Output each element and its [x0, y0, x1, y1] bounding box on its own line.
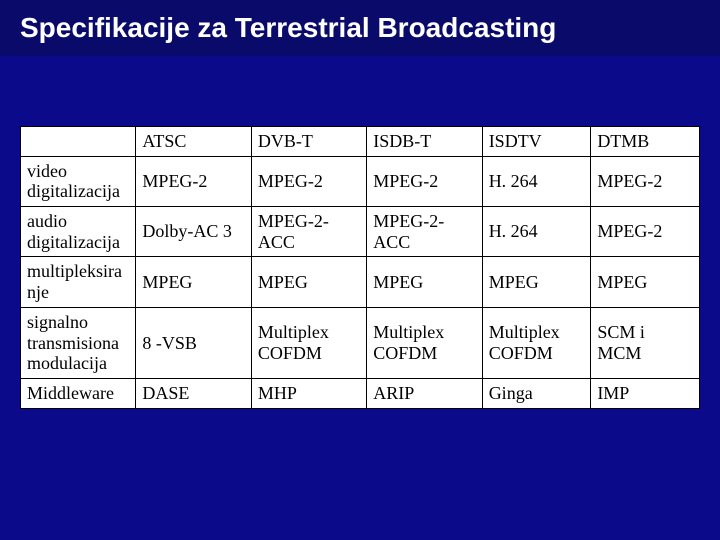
- cell: MPEG-2: [136, 156, 251, 206]
- cell: Multiplex COFDM: [251, 307, 366, 378]
- row-label: signalno transmisiona modulacija: [21, 307, 136, 378]
- table-header-row: ATSC DVB-T ISDB-T ISDTV DTMB: [21, 127, 700, 157]
- table-row: Middleware DASE MHP ARIP Ginga IMP: [21, 378, 700, 408]
- header-cell: DVB-T: [251, 127, 366, 157]
- cell: SCM i MCM: [591, 307, 700, 378]
- cell: MPEG-2-ACC: [367, 207, 482, 257]
- cell: MPEG-2: [591, 156, 700, 206]
- cell: MPEG: [136, 257, 251, 307]
- cell: MPEG: [251, 257, 366, 307]
- header-cell: ATSC: [136, 127, 251, 157]
- header-cell: ISDTV: [482, 127, 591, 157]
- table-row: signalno transmisiona modulacija 8 -VSB …: [21, 307, 700, 378]
- cell: 8 -VSB: [136, 307, 251, 378]
- cell: MPEG-2: [251, 156, 366, 206]
- cell: MPEG-2: [367, 156, 482, 206]
- header-cell: DTMB: [591, 127, 700, 157]
- cell: Ginga: [482, 378, 591, 408]
- table-row: audio digitalizacija Dolby-AC 3 MPEG-2-A…: [21, 207, 700, 257]
- table-row: multipleksiranje MPEG MPEG MPEG MPEG MPE…: [21, 257, 700, 307]
- cell: IMP: [591, 378, 700, 408]
- slide-title-text: Specifikacije za Terrestrial Broadcastin…: [20, 12, 556, 43]
- table-row: video digitalizacija MPEG-2 MPEG-2 MPEG-…: [21, 156, 700, 206]
- row-label: multipleksiranje: [21, 257, 136, 307]
- cell: MPEG-2-ACC: [251, 207, 366, 257]
- row-label: Middleware: [21, 378, 136, 408]
- header-cell: ISDB-T: [367, 127, 482, 157]
- cell: H. 264: [482, 156, 591, 206]
- row-label: video digitalizacija: [21, 156, 136, 206]
- cell: MPEG-2: [591, 207, 700, 257]
- cell: Dolby-AC 3: [136, 207, 251, 257]
- table-container: ATSC DVB-T ISDB-T ISDTV DTMB video digit…: [0, 56, 720, 429]
- cell: Multiplex COFDM: [367, 307, 482, 378]
- cell: MHP: [251, 378, 366, 408]
- cell: Multiplex COFDM: [482, 307, 591, 378]
- cell: MPEG: [482, 257, 591, 307]
- cell: MPEG: [591, 257, 700, 307]
- slide-title: Specifikacije za Terrestrial Broadcastin…: [0, 0, 720, 56]
- cell: DASE: [136, 378, 251, 408]
- cell: MPEG: [367, 257, 482, 307]
- header-cell: [21, 127, 136, 157]
- row-label: audio digitalizacija: [21, 207, 136, 257]
- cell: ARIP: [367, 378, 482, 408]
- cell: H. 264: [482, 207, 591, 257]
- spec-table: ATSC DVB-T ISDB-T ISDTV DTMB video digit…: [20, 126, 700, 409]
